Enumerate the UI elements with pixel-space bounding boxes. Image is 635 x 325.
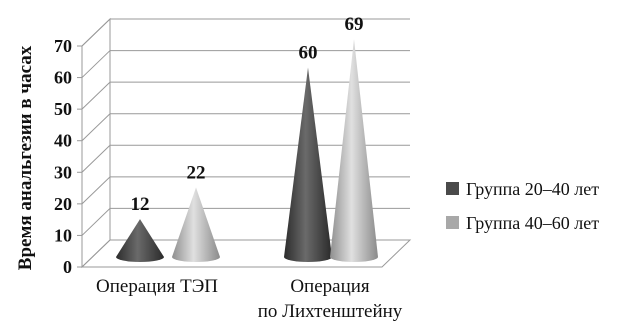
- y-axis-ticks: 0 10 20 30 40 50 60 70: [54, 36, 82, 277]
- legend-label: Группа 40–60 лет: [466, 213, 599, 233]
- gridline: [81, 81, 410, 110]
- cone: [172, 187, 220, 262]
- data-label: 12: [131, 194, 150, 215]
- data-label: 60: [299, 43, 318, 64]
- data-label: 69: [345, 14, 364, 35]
- legend-label: Группа 20–40 лет: [466, 179, 599, 199]
- gridline: [81, 50, 410, 78]
- data-label: 22: [187, 163, 206, 184]
- legend: Группа 20–40 лет Группа 40–60 лет: [446, 179, 599, 233]
- y-tick-label: 60: [54, 68, 72, 88]
- floor: [80, 239, 412, 268]
- y-tick-label: 20: [54, 194, 72, 214]
- cone: [116, 219, 164, 262]
- legend-swatch: [446, 182, 459, 195]
- y-axis-label: Время анальгезии в часах: [15, 45, 36, 270]
- category-labels: Операция ТЭП Операция по Лихтенштейну: [96, 276, 403, 322]
- category-label: Операция по Лихтенштейну: [258, 276, 403, 322]
- y-tick-label: 70: [54, 36, 72, 56]
- cone: [330, 39, 378, 263]
- y-tick-label: 30: [54, 162, 72, 182]
- gridlines: [81, 18, 410, 236]
- y-tick-label: 0: [63, 257, 72, 277]
- gridline: [81, 18, 410, 47]
- category-label: Операция ТЭП: [96, 276, 218, 297]
- y-tick-label: 10: [54, 225, 72, 245]
- cone: [284, 67, 332, 262]
- legend-swatch: [446, 216, 459, 229]
- data-labels: 12 60 22 69: [131, 14, 364, 215]
- y-tick-label: 40: [54, 131, 72, 151]
- side-wall: [81, 17, 111, 269]
- y-tick-label: 50: [54, 99, 72, 119]
- cones: [116, 39, 378, 263]
